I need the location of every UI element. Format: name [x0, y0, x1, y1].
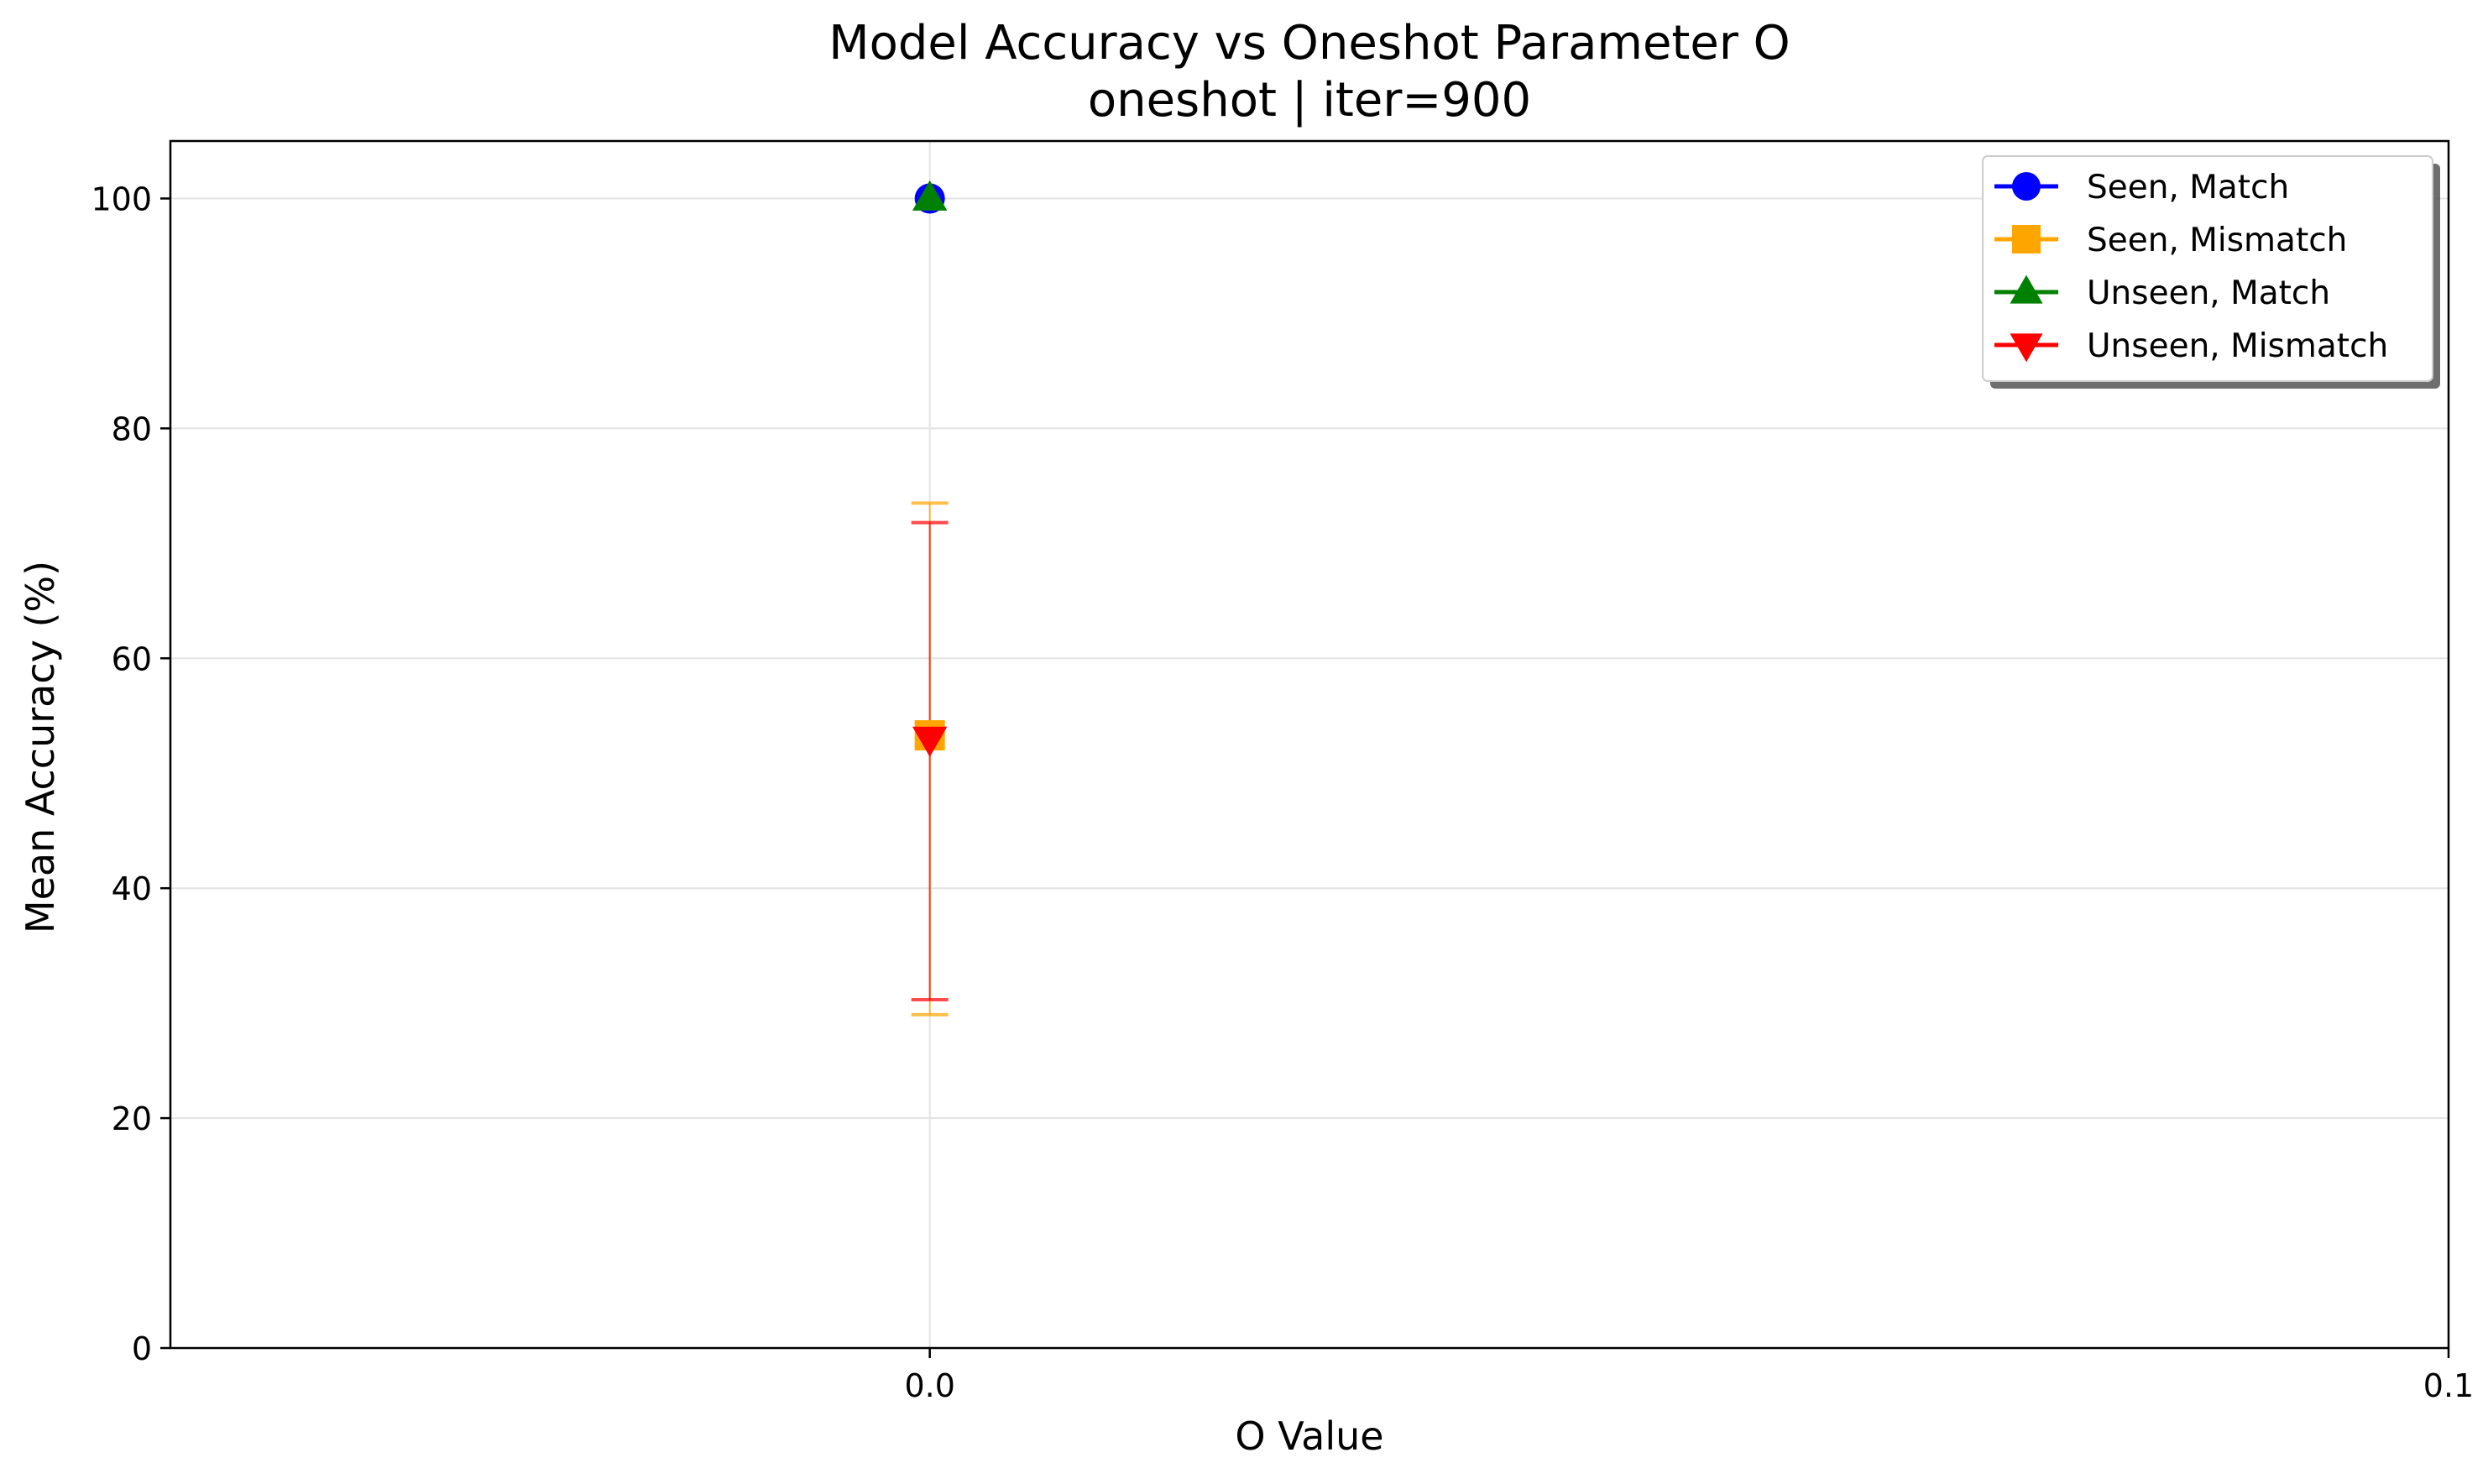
legend-marker — [2012, 225, 2041, 253]
x-axis-label: O Value — [1235, 1413, 1383, 1459]
legend-marker — [2010, 274, 2043, 304]
legend: Seen, Match Seen, Mismatch Unseen, Match Un… — [1982, 155, 2440, 389]
axes-layer: 0 20 40 60 80 100 0.0 0.1 — [91, 139, 2474, 1404]
legend-marker — [2012, 172, 2041, 201]
y-tick-label: 100 — [91, 180, 152, 217]
legend-marker — [2010, 333, 2043, 363]
x-tick-label: 0.1 — [2423, 1367, 2474, 1404]
chart-title: Model Accuracy vs Oneshot Parameter O — [828, 16, 1790, 71]
y-axis-label: Mean Accuracy (%) — [18, 561, 63, 933]
legend-label: Seen, Match — [2087, 169, 2289, 206]
data-point — [912, 726, 948, 757]
y-tick-label: 0 — [132, 1330, 152, 1367]
plot-frame — [169, 139, 2450, 1350]
data-point — [912, 180, 948, 211]
chart-subtitle: oneshot | iter=900 — [1088, 73, 1531, 128]
y-tick-label: 60 — [112, 640, 152, 677]
y-tick-label: 40 — [112, 870, 152, 907]
y-tick-label: 80 — [112, 410, 152, 447]
legend-box — [1982, 155, 2433, 382]
legend-label: Unseen, Mismatch — [2087, 327, 2388, 365]
x-tick-label: 0.0 — [904, 1367, 954, 1404]
legend-label: Unseen, Match — [2087, 274, 2330, 312]
series-layer — [911, 180, 949, 1016]
y-tick-label: 20 — [112, 1100, 152, 1137]
legend-label: Seen, Mismatch — [2087, 222, 2347, 259]
